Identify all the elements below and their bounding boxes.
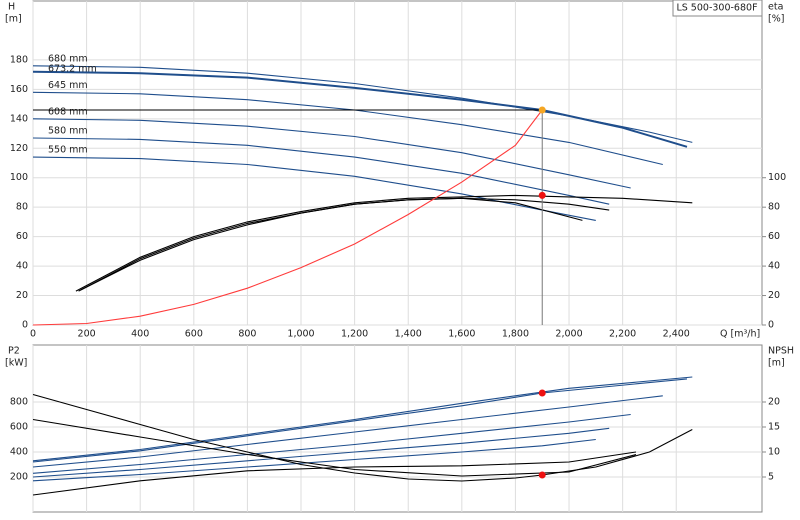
x-tick-label: 200 xyxy=(78,329,96,340)
x-tick-label: 1,800 xyxy=(502,329,529,340)
operating-point xyxy=(538,389,546,397)
curve xyxy=(78,197,583,292)
y-tick-label: 800 xyxy=(10,397,28,408)
y2-axis-label: eta xyxy=(768,2,783,13)
y-tick-label: 100 xyxy=(10,172,28,183)
operating-point xyxy=(538,106,546,114)
curve xyxy=(32,395,663,468)
y-tick-label: 0 xyxy=(22,320,28,331)
annotation-box xyxy=(672,0,763,17)
curve xyxy=(32,376,693,462)
curve xyxy=(75,194,693,292)
x-tick-label: 1,200 xyxy=(341,329,368,340)
annotation: LS 500-300-680F xyxy=(676,3,757,14)
x-tick-label: 2,200 xyxy=(609,329,636,340)
curve xyxy=(32,413,631,474)
operating-point-y2 xyxy=(538,191,546,199)
y-axis-label: H xyxy=(8,2,15,13)
y-tick-label: 600 xyxy=(10,422,28,433)
y2-tick-label: 40 xyxy=(768,261,780,272)
x-tick-label: 0 xyxy=(30,329,36,340)
curve xyxy=(32,137,610,205)
y2-axis-label: NPSH xyxy=(768,346,794,357)
y2-tick-label: 15 xyxy=(768,422,780,433)
x-tick-label: 1,400 xyxy=(395,329,422,340)
y2-axis-unit: [m] xyxy=(768,358,785,369)
x-tick-label: 1,600 xyxy=(448,329,475,340)
curve-label: 680 mm xyxy=(48,53,88,64)
x-tick-label: 2,000 xyxy=(555,329,582,340)
curve xyxy=(32,451,637,496)
y2-tick-label: 5 xyxy=(768,472,774,483)
y-tick-label: 200 xyxy=(10,472,28,483)
y2-axis-unit: [%] xyxy=(768,14,784,25)
y-tick-label: 120 xyxy=(10,143,28,154)
y-axis-label: P2 xyxy=(8,346,20,357)
y2-tick-label: 20 xyxy=(768,290,780,301)
y-tick-label: 80 xyxy=(16,202,28,213)
y2-tick-label: 10 xyxy=(768,447,780,458)
curve-label: 608 mm xyxy=(48,106,88,117)
curve xyxy=(32,393,693,482)
y-tick-label: 140 xyxy=(10,113,28,124)
curve-label: 645 mm xyxy=(48,80,88,91)
x-tick-label: 400 xyxy=(131,329,149,340)
y2-tick-label: 100 xyxy=(768,172,786,183)
y-axis-unit: [kW] xyxy=(5,358,27,369)
curve-label: 550 mm xyxy=(48,145,88,156)
curve-label: 673.2 mm xyxy=(48,63,97,74)
curve xyxy=(32,109,543,326)
y-tick-label: 60 xyxy=(16,231,28,242)
x-tick-label: 600 xyxy=(185,329,203,340)
curve xyxy=(32,438,596,482)
curve xyxy=(32,118,631,189)
plot-frame xyxy=(32,0,763,326)
y-tick-label: 40 xyxy=(16,261,28,272)
curve-label: 580 mm xyxy=(48,125,88,136)
y-tick-label: 400 xyxy=(10,447,28,458)
curve xyxy=(32,70,688,148)
x-tick-label: 1,000 xyxy=(287,329,314,340)
y2-tick-label: 80 xyxy=(768,202,780,213)
y-axis-unit: [m] xyxy=(5,14,22,25)
y-tick-label: 20 xyxy=(16,290,28,301)
y2-tick-label: 0 xyxy=(768,320,774,331)
y2-tick-label: 60 xyxy=(768,231,780,242)
y2-tick-label: 20 xyxy=(768,397,780,408)
x-axis-label: Q [m³/h] xyxy=(720,329,760,340)
y-tick-label: 180 xyxy=(10,54,28,65)
y-tick-label: 160 xyxy=(10,84,28,95)
curve xyxy=(32,418,637,477)
plot-frame xyxy=(32,344,763,513)
curve xyxy=(32,427,610,478)
curve xyxy=(32,65,693,143)
x-tick-label: 800 xyxy=(238,329,256,340)
x-tick-label: 2,400 xyxy=(663,329,690,340)
operating-point-y2 xyxy=(538,471,546,479)
